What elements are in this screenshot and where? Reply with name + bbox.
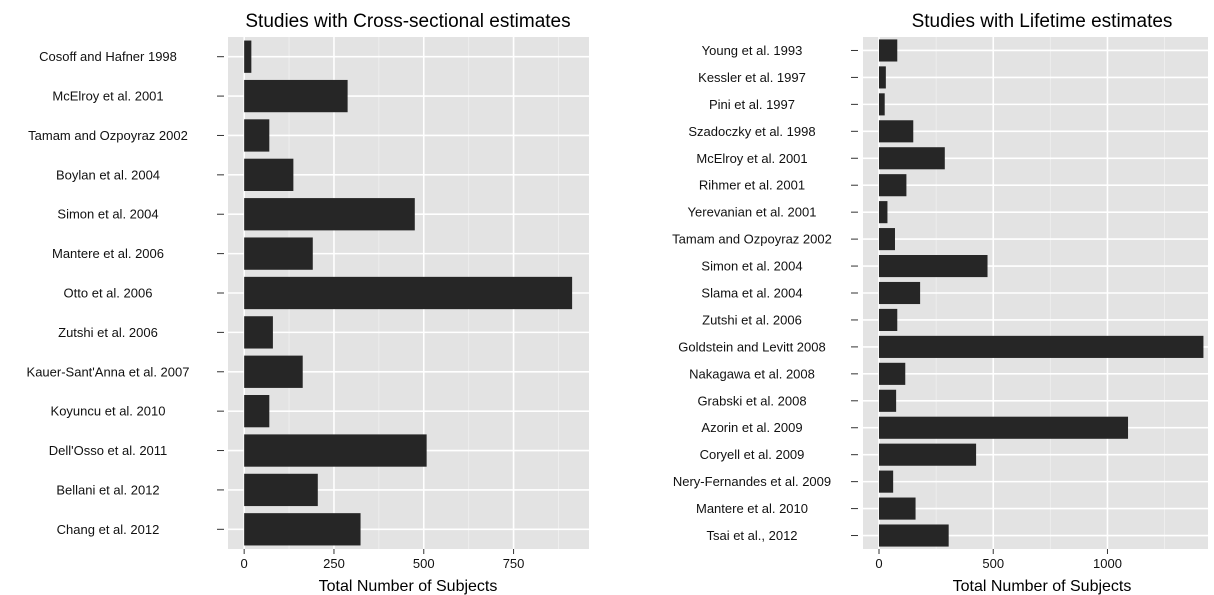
bar <box>244 513 361 546</box>
bar <box>244 276 573 310</box>
y-tick-label: McElroy et al. 2001 <box>696 151 807 166</box>
y-tick-label: Grabski et al. 2008 <box>697 393 806 408</box>
bar <box>878 39 898 62</box>
bar <box>878 66 886 89</box>
y-tick-label: Tamam and Ozpoyraz 2002 <box>672 232 832 247</box>
bar <box>878 389 897 412</box>
bar <box>878 281 921 305</box>
y-tick-label: Tamam and Ozpoyraz 2002 <box>28 128 188 143</box>
y-tick-label: Kessler et al. 1997 <box>698 70 806 85</box>
x-tick-label: 500 <box>413 556 435 571</box>
bar <box>244 158 294 191</box>
y-tick-label: Goldstein and Levitt 2008 <box>678 339 825 354</box>
bar <box>878 470 894 493</box>
y-tick-labels: Young et al. 1993 Kessler et al. 1997 Pini… <box>672 43 858 543</box>
bar <box>878 524 949 547</box>
bar <box>244 40 252 73</box>
cross-sectional-chart: Studies with Cross-sectional estimates C… <box>27 11 589 595</box>
y-tick-label: Mantere et al. 2010 <box>696 501 808 516</box>
lifetime-chart: Studies with Lifetime estimates Young et… <box>672 11 1208 595</box>
x-tick-labels: 0 500 1000 <box>875 549 1122 571</box>
x-axis-title: Total Number of Subjects <box>953 578 1132 595</box>
y-tick-label: Rihmer et al. 2001 <box>699 178 805 193</box>
bar <box>878 255 988 278</box>
y-tick-label: Mantere et al. 2006 <box>52 246 164 261</box>
y-tick-label: Azorin et al. 2009 <box>701 420 802 435</box>
y-tick-label: Szadoczky et al. 1998 <box>688 124 815 139</box>
y-tick-label: Cosoff and Hafner 1998 <box>39 49 177 64</box>
y-tick-label: Dell'Osso et al. 2011 <box>49 443 168 458</box>
y-tick-label: Yerevanian et al. 2001 <box>688 205 817 220</box>
y-tick-label: Coryell et al. 2009 <box>700 447 805 462</box>
y-tick-label: Zutshi et al. 2006 <box>58 325 158 340</box>
y-tick-label: Koyuncu et al. 2010 <box>51 404 166 419</box>
x-tick-labels: 0 250 500 750 <box>241 549 525 571</box>
x-tick-label: 1000 <box>1093 556 1122 571</box>
bar <box>878 497 916 520</box>
bar <box>878 416 1129 439</box>
y-tick-label: McElroy et al. 2001 <box>52 89 163 104</box>
y-tick-label: Boylan et al. 2004 <box>56 167 160 182</box>
bar <box>244 119 270 152</box>
bar <box>244 473 318 507</box>
bar <box>244 237 313 270</box>
y-tick-label: Nakagawa et al. 2008 <box>689 366 815 381</box>
y-tick-label: Slama et al. 2004 <box>701 286 802 301</box>
bar <box>878 174 907 197</box>
y-tick-label: Otto et al. 2006 <box>64 286 153 301</box>
x-tick-label: 0 <box>241 556 248 571</box>
x-tick-label: 750 <box>503 556 525 571</box>
y-tick-label: Pini et al. 1997 <box>709 97 795 112</box>
bar <box>878 443 977 466</box>
bar <box>878 93 885 116</box>
x-tick-label: 500 <box>982 556 1004 571</box>
y-tick-label: Bellani et al. 2012 <box>56 482 159 497</box>
y-tick-label: Zutshi et al. 2006 <box>702 312 802 327</box>
y-tick-label: Nery-Fernandes et al. 2009 <box>673 474 831 489</box>
bar <box>878 362 906 385</box>
y-tick-label: Young et al. 1993 <box>702 43 803 58</box>
y-tick-label: Simon et al. 2004 <box>57 207 158 222</box>
bars <box>878 39 1204 547</box>
chart-title: Studies with Cross-sectional estimates <box>245 11 570 32</box>
chart-title: Studies with Lifetime estimates <box>912 11 1173 32</box>
bar <box>244 79 348 113</box>
y-tick-label: Tsai et al., 2012 <box>706 528 797 543</box>
bar <box>244 434 427 467</box>
bar <box>244 316 273 349</box>
bar <box>878 201 888 224</box>
bar <box>878 228 895 251</box>
y-tick-labels: Cosoff and Hafner 1998 McElroy et al. 200… <box>27 49 224 537</box>
y-tick-label: Simon et al. 2004 <box>701 259 802 274</box>
bars <box>244 40 573 546</box>
x-tick-label: 250 <box>323 556 345 571</box>
bar <box>244 355 303 388</box>
bar <box>878 335 1204 358</box>
bar <box>878 308 898 331</box>
bar <box>878 147 945 170</box>
bar <box>244 395 270 428</box>
y-tick-label: Kauer-Sant'Anna et al. 2007 <box>27 364 190 379</box>
x-axis-title: Total Number of Subjects <box>319 578 498 595</box>
y-tick-label: Chang et al. 2012 <box>57 522 160 537</box>
bar <box>244 198 415 231</box>
x-tick-label: 0 <box>875 556 882 571</box>
bar <box>878 120 914 143</box>
